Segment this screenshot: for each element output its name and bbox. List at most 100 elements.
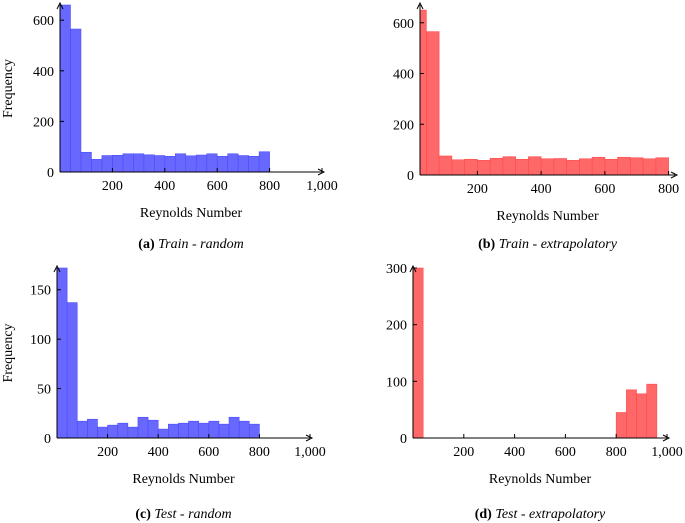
bar [566,159,580,176]
y-tick-label: 200 [386,319,407,334]
x-tick-label: 1,000 [306,179,338,194]
y-tick-label: 0 [47,166,54,181]
bar [227,153,239,173]
caption-b: (b) Train - extrapolatory [420,237,675,253]
bar [154,155,166,173]
x-axis-label: Reynolds Number [496,209,599,224]
y-tick-label: 200 [33,115,54,130]
histogram-train-random: 200 400 600 800 1,000 0 200 400 600 Reynolds Numb… [1,1,338,221]
caption-d-letter: (d) [474,507,492,522]
bar [143,154,155,173]
bar [540,158,555,176]
panel-a: 200 400 600 800 1,000 0 200 400 600 Reynolds Numb… [0,0,345,260]
y-axis-label: Frequency [1,323,16,382]
bar [112,155,124,173]
x-tick-label: 200 [102,179,123,194]
x-tick-label: 400 [148,445,169,460]
caption-c-title: Test - random [154,507,232,522]
x-tick-label: 600 [555,445,576,460]
bar [636,393,647,439]
caption-c-letter: (c) [135,507,151,522]
y-tick-label: 200 [393,118,414,133]
x-axis-arrow [662,434,671,442]
x-tick-label: 200 [453,445,474,460]
bar [87,418,98,439]
panel-c: 200 400 600 800 1,000 0 50 100 150 Reynolds Numbe… [0,262,345,522]
y-tick-label: 0 [400,432,407,447]
bar [248,156,260,173]
bar [195,154,208,173]
y-tick-label: 150 [30,284,51,299]
x-axis-label: Reynolds Number [132,472,235,487]
x-tick-label: 200 [97,445,118,460]
bar [502,156,516,176]
x-tick-label: 800 [606,445,627,460]
bar [198,422,210,439]
bar [76,420,88,439]
bar [70,28,82,173]
y-axis-arrow [409,264,417,273]
bar [117,422,129,439]
caption-b-title: Train - extrapolatory [498,237,617,252]
panel-d: 200 400 600 800 1,000 0 100 200 300 Reynolds Numb… [345,262,685,522]
bar [642,158,657,176]
y-tick-label: 0 [407,169,414,184]
y-axis-label: Frequency [1,59,16,118]
x-axis-arrow [317,168,326,176]
y-tick-label: 300 [386,262,407,277]
caption-d: (d) Test - extrapolatory [413,507,667,523]
x-tick-label: 1,000 [294,445,326,460]
bar [248,423,260,439]
bar [185,155,197,173]
y-tick-label: 400 [33,65,54,80]
bar [515,158,529,176]
bar [553,158,567,176]
bar [66,302,78,439]
histogram-test-random: 200 400 600 800 1,000 0 50 100 150 Reynolds Numbe… [1,264,326,487]
bar [228,416,240,439]
bar [91,159,103,173]
bar [591,156,606,176]
x-tick-label: 800 [249,445,270,460]
bar [122,153,134,173]
bar [626,389,637,439]
bar [164,156,176,173]
bar [56,267,68,439]
bar [426,31,440,176]
x-tick-label: 200 [467,182,488,197]
bar [218,423,230,439]
bar [127,426,139,439]
bar [438,155,453,176]
caption-a: (a) Train - random [60,237,322,253]
bar [477,159,491,176]
bar [59,4,71,173]
bar [646,383,658,439]
y-tick-label: 600 [33,14,54,29]
bars [412,267,658,439]
bar [137,416,149,439]
bar [238,420,250,439]
caption-d-title: Test - extrapolatory [495,507,606,522]
y-tick-label: 600 [393,17,414,32]
caption-a-letter: (a) [138,237,155,252]
bar [419,9,427,176]
x-axis-arrow [305,434,314,442]
bars [419,9,669,176]
bar [237,155,249,173]
bar [412,267,424,439]
histogram-test-extrapolatory: 200 400 600 800 1,000 0 100 200 300 Reynolds Numb… [386,262,683,487]
x-tick-label: 400 [504,445,525,460]
bar [133,153,145,173]
x-tick-label: 600 [198,445,219,460]
bar [107,424,119,439]
bar [216,156,228,173]
bar [80,151,92,173]
bar [579,158,593,176]
bar [258,151,270,173]
bar [655,157,669,176]
y-tick-label: 0 [44,432,51,447]
bar [147,419,159,439]
y-tick-label: 400 [393,68,414,83]
x-tick-label: 600 [594,182,615,197]
